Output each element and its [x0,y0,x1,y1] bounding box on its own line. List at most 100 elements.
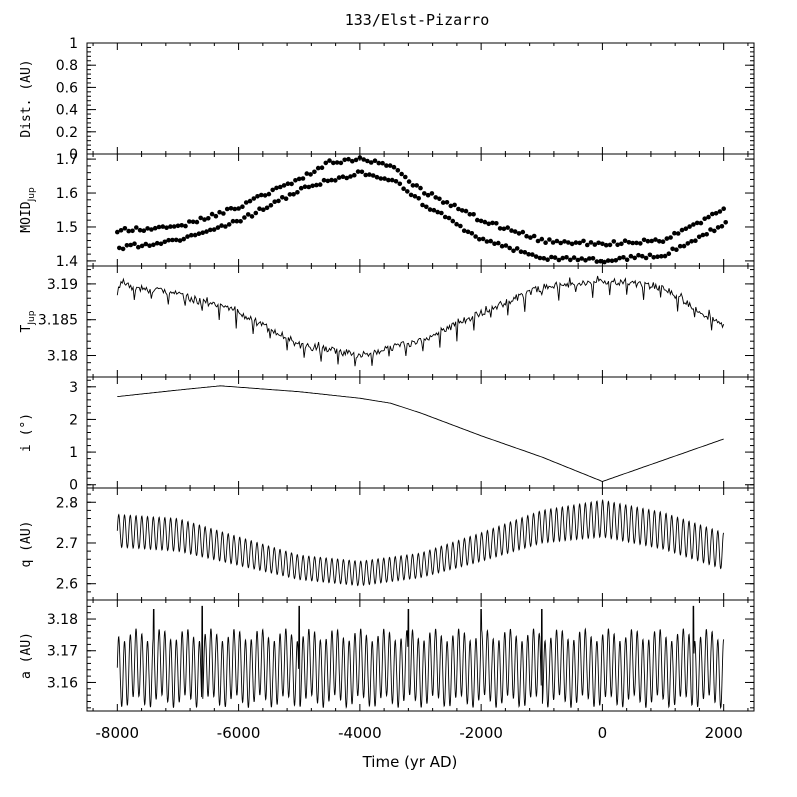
moid-point [675,231,681,236]
moid-point [376,160,382,166]
moid-point [579,256,584,261]
moid-point [236,206,241,211]
x-tick-label: 0 [598,724,608,742]
moid-point [261,207,266,212]
moid-point [122,226,128,231]
moid-point [234,218,240,224]
moid-point [617,255,622,261]
panel-frame [86,599,755,712]
moid-point [139,243,145,249]
moid-point [564,254,569,260]
moid-point [115,229,120,235]
moid-point [613,258,619,263]
moid-point [630,240,635,246]
moid-point [585,242,590,248]
moid-point [272,199,278,204]
y-axis-label: i (°) [19,413,34,452]
moid-point [482,219,488,225]
moid-point [499,243,505,249]
moid-point [562,239,567,244]
y-tick-label: 3.16 [47,675,78,691]
moid-point [391,164,397,170]
moid-point [221,211,226,216]
moid-point [302,184,308,189]
moid-point [137,227,143,233]
moid-point [190,219,196,225]
moid-point [511,248,516,254]
moid-point [382,176,387,181]
moid-point [357,155,363,160]
moid-point [348,174,353,179]
moid-point [674,247,679,252]
moid-point [437,196,442,202]
panels: 0 0.2 0.4 0.6 0.8 1 Dist. (AU) 1.4 1.5 1.6 1.7 MOID… [19,36,755,712]
moid-point [287,192,293,197]
moid-point [587,256,592,261]
moid-point [397,181,403,187]
moid-point [386,177,391,183]
moid-point [399,171,404,177]
moid-point [488,238,494,244]
moid-point [387,163,393,168]
moid-point [550,240,556,245]
moid-point [541,255,547,261]
moid-point [378,176,384,181]
moid-point [120,246,126,252]
moid-point [463,208,469,214]
moid-point [336,175,342,180]
moid-point [634,240,639,246]
moid-point [518,249,524,254]
moid-point [677,243,683,249]
moid-point [325,178,331,184]
moid-point [270,187,276,193]
moid-point [223,224,228,229]
moid-point [452,202,457,208]
moid-point [444,200,450,205]
moid-point [475,217,480,223]
moid-point [545,257,550,263]
moid-point [509,228,514,233]
moid-point [370,173,376,178]
moid-point [543,240,548,245]
moid-point [118,228,124,233]
moid-point [607,242,613,248]
moid-point [522,250,528,255]
moid-point [471,212,476,217]
moid-point [687,224,692,229]
moid-point [350,158,355,164]
moid-point [295,190,300,195]
y-tick-label: 1 [69,36,78,52]
x-tick-label: 2000 [705,724,743,742]
x-tick-label: -4000 [338,724,382,742]
y-axis-label-subscript: Jup [27,187,37,202]
moid-point [226,222,232,227]
y-axis-label: Dist. (AU) [19,59,34,137]
moid-point [668,235,673,240]
y-tick-label: 3.18 [47,349,78,365]
moid-point [594,259,600,264]
moid-point [554,238,560,244]
moid-point [605,258,611,263]
moid-point [467,212,473,217]
moid-point [408,192,414,198]
moid-point [456,206,461,212]
moid-point [145,226,150,231]
moid-point [641,237,647,243]
moid-point [403,174,408,180]
moid-point [156,224,162,230]
series-line [116,605,725,710]
moid-point [198,215,203,221]
series-line [116,275,725,367]
moid-point [512,229,518,234]
moid-point [367,172,372,177]
moid-point [657,239,662,244]
panel-5: 2.6 2.7 2.8 q (AU) [19,487,755,601]
moid-point [583,258,588,263]
moid-point [440,200,446,205]
moid-point [304,171,310,176]
moid-point [242,215,247,220]
moid-point [696,234,702,240]
y-tick-label: 1.5 [56,220,78,236]
moid-point [640,253,645,259]
moid-point [164,225,169,230]
